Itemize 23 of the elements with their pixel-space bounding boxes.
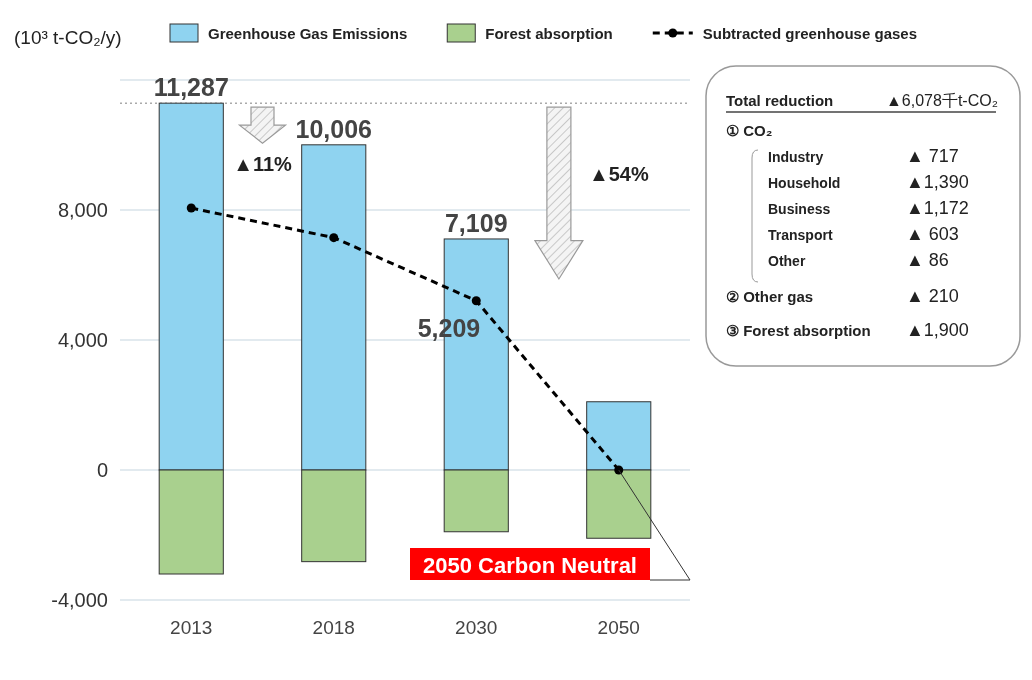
legend-label: Subtracted greenhouse gases <box>702 25 917 42</box>
y-tick-label: 0 <box>96 459 108 481</box>
y-tick-label: 4,000 <box>57 329 108 351</box>
callout: Total reduction ▲6,078千t-CO₂ ① CO₂ Industry ▲ 717 Household ▲1,390 Business ▲1,172 Transport ▲ 603 Other ▲ 86 ② Other gas ▲ 210 ③ Forest absorption ▲1,900 <box>705 65 1021 367</box>
annotation: 2050 Carbon Neutral <box>410 469 691 581</box>
data-label: 10,006 <box>295 114 372 143</box>
legend-label: Greenhouse Gas Emissions <box>208 25 408 42</box>
annotation: ▲11% <box>233 153 293 176</box>
annotation: ▲54% <box>588 163 649 186</box>
data-label: 7,109 <box>444 208 508 237</box>
point <box>471 296 481 306</box>
x-tick-label: 2050 <box>597 617 640 638</box>
point <box>186 203 196 213</box>
legend-label: Forest absorption <box>485 25 613 42</box>
x-tick-label: 2013 <box>170 617 213 638</box>
data-label: 11,287 <box>153 73 229 102</box>
point <box>329 233 339 243</box>
x-tick-label: 2030 <box>455 617 498 638</box>
y-tick-label: -4,000 <box>51 589 108 611</box>
y-tick-label: 8,000 <box>57 199 108 221</box>
x-tick-label: 2018 <box>312 617 355 638</box>
annotation: 2050 Carbon Neutral <box>423 553 637 578</box>
y-axis-title: (10³ t-CO₂/y) <box>14 27 122 48</box>
